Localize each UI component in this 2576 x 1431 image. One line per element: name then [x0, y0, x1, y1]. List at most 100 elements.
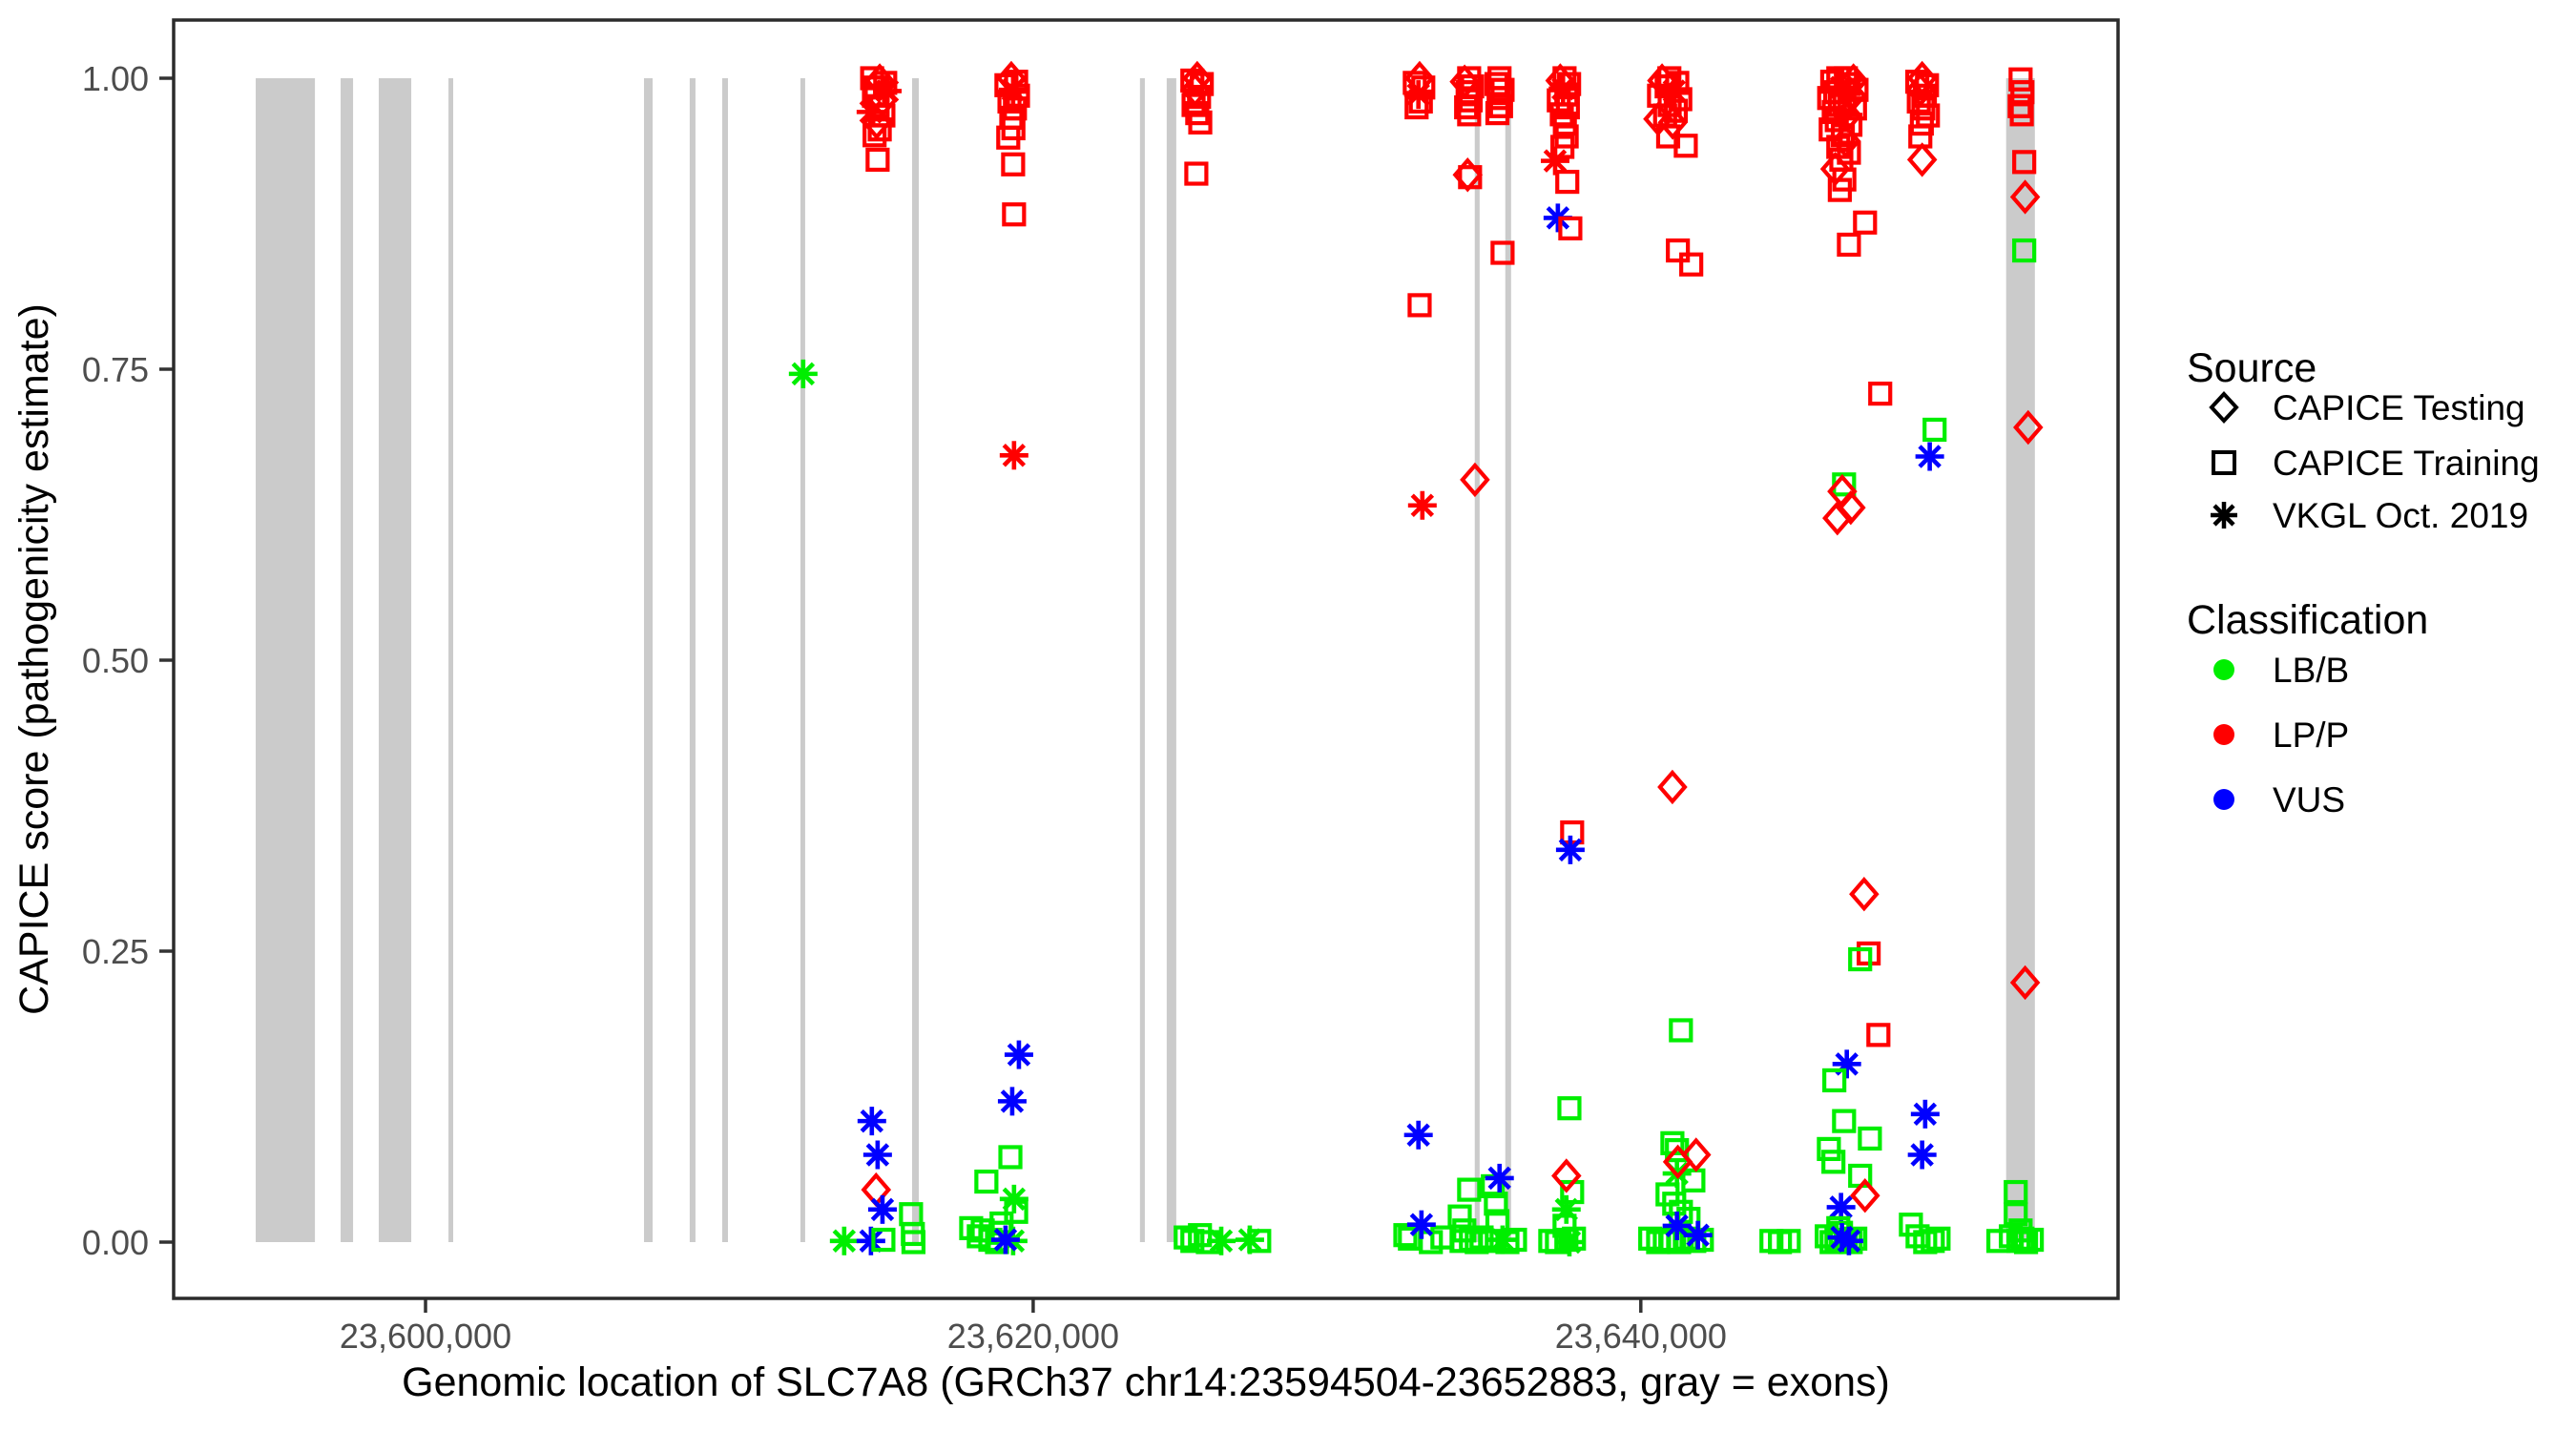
y-tick-label: 0.00 [82, 1223, 149, 1262]
point-square [1666, 238, 1691, 263]
point-diamond [1680, 1137, 1712, 1172]
point-square [1985, 1229, 2011, 1254]
point-square [1909, 111, 1934, 136]
point-square [1837, 140, 1861, 165]
point-square [1550, 135, 1575, 159]
exon-bar [912, 78, 920, 1242]
point-asterisk [1004, 1040, 1033, 1069]
point-asterisk [1555, 835, 1585, 864]
point-square [1558, 216, 1583, 240]
point-asterisk [1406, 1210, 1436, 1239]
point-square [1458, 165, 1483, 190]
point-square [1555, 169, 1580, 195]
point-square [2004, 1179, 2028, 1205]
point-asterisk [1543, 203, 1572, 233]
exon-bar [2005, 78, 2035, 1242]
point-asterisk [1907, 1140, 1937, 1170]
point-square [1454, 94, 1479, 120]
exon-bar [1139, 78, 1145, 1242]
point-diamond [1460, 462, 1490, 498]
point-square [1911, 96, 1936, 121]
point-square [2008, 67, 2033, 92]
point-square [2012, 238, 2037, 263]
point-square [1002, 202, 1027, 227]
y-tick-label: 1.00 [82, 59, 149, 98]
exon-bar [1505, 78, 1511, 1242]
point-asterisk [999, 441, 1028, 470]
capice-testing-diamond-icon [2209, 391, 2239, 424]
point-square [1926, 1226, 1951, 1251]
legend-item-vus: VUS [2273, 780, 2345, 819]
point-square [1001, 152, 1026, 176]
point-square [1552, 111, 1577, 136]
point-square [2009, 102, 2034, 127]
point-asterisk [1554, 1228, 1584, 1256]
point-square [1673, 134, 1698, 158]
point-square [996, 125, 1021, 150]
point-square [1853, 210, 1878, 235]
point-square [1832, 1109, 1857, 1133]
point-square [1247, 1229, 1272, 1254]
vkgl-asterisk-icon [2211, 502, 2237, 529]
point-square [1484, 1192, 1508, 1216]
point-asterisk [1207, 1226, 1236, 1255]
point-asterisk [1540, 146, 1569, 176]
legend-source: Source CAPICE Testing CAPICE Training VK… [2187, 345, 2540, 535]
legend-classification-title: Classification [2187, 597, 2428, 643]
point-asterisk [1485, 1163, 1514, 1192]
point-square [1004, 1199, 1028, 1224]
legend-item-lbb: LB/B [2273, 651, 2349, 690]
point-square [1465, 1230, 1489, 1255]
point-square [901, 1230, 926, 1255]
point-diamond [1657, 105, 1689, 140]
point-square [997, 89, 1022, 114]
point-square [1827, 177, 1852, 202]
point-asterisk [1407, 490, 1437, 520]
point-square [1858, 1126, 1882, 1151]
point-asterisk [856, 1226, 885, 1255]
y-tick-label: 0.25 [82, 932, 149, 971]
y-tick-label: 0.50 [82, 641, 149, 680]
exon-bar [341, 78, 354, 1242]
point-square [1868, 382, 1893, 406]
x-tick-label: 23,600,000 [340, 1317, 511, 1356]
point-square [1921, 1229, 1945, 1254]
exon-bar [800, 78, 805, 1242]
legend-item-capice-testing: CAPICE Testing [2273, 388, 2525, 427]
point-asterisk [1403, 1120, 1433, 1150]
exon-bar [1166, 78, 1176, 1242]
exon-bars [256, 78, 2035, 1242]
point-square [1490, 240, 1515, 265]
point-square [1848, 946, 1873, 972]
point-asterisk [990, 1225, 1020, 1255]
point-asterisk [1832, 1049, 1861, 1079]
exon-bar [448, 78, 453, 1242]
point-square [1458, 88, 1484, 113]
point-square [1188, 1223, 1213, 1248]
exon-bar [1474, 78, 1480, 1242]
point-asterisk [857, 1107, 886, 1136]
point-square [1818, 117, 1843, 142]
point-asterisk [997, 1087, 1027, 1116]
point-square [1484, 72, 1509, 96]
point-asterisk [1910, 1099, 1940, 1129]
point-diamond [2009, 179, 2041, 215]
point-square [1817, 1136, 1841, 1162]
point-square [1180, 1229, 1205, 1254]
legend-item-vkgl: VKGL Oct. 2019 [2273, 496, 2528, 535]
y-axis-title: CAPICE score (pathogenicity estimate) [11, 303, 57, 1015]
exon-bar [689, 78, 696, 1242]
point-square [1478, 1229, 1503, 1254]
point-square [865, 147, 890, 172]
point-square [862, 123, 887, 148]
point-square [871, 1227, 896, 1253]
point-square [2010, 80, 2035, 105]
legend-classification: Classification LB/B LP/P VUS [2187, 597, 2428, 819]
point-square [1555, 94, 1580, 120]
point-square [2012, 150, 2037, 175]
x-tick-label: 23,620,000 [947, 1317, 1119, 1356]
point-square [1457, 1177, 1482, 1202]
point-square [1679, 252, 1704, 277]
data-points [788, 60, 2045, 1256]
